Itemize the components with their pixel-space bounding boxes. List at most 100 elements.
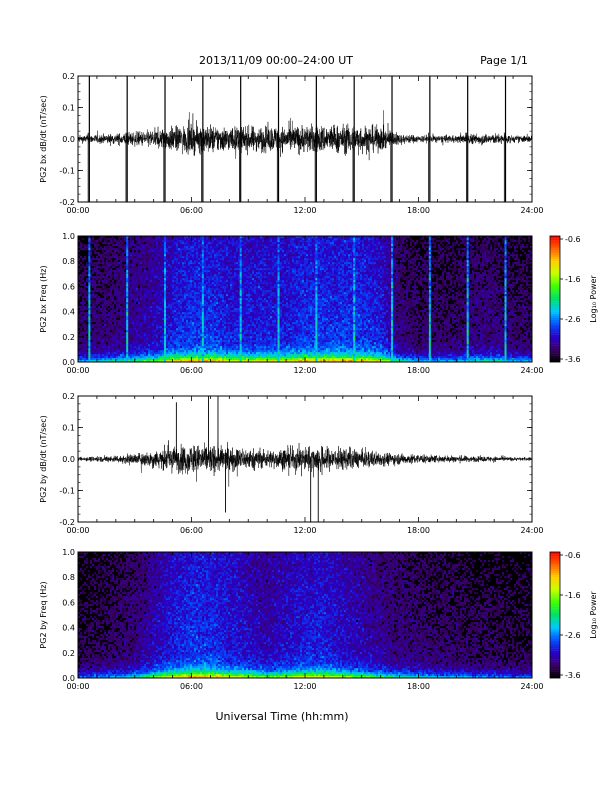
spectrogram-cell xyxy=(128,310,131,313)
spectrogram-cell xyxy=(120,344,123,347)
spectrogram-cell xyxy=(226,304,229,307)
spectrogram-cell xyxy=(190,254,193,257)
spectrogram-cell xyxy=(160,312,163,315)
spectrogram-cell xyxy=(84,342,87,345)
spectrogram-cell xyxy=(160,276,163,279)
spectrogram-cell xyxy=(122,298,125,301)
spectrogram-cell xyxy=(198,264,201,267)
spectrogram-cell xyxy=(228,320,231,323)
spectrogram-cell xyxy=(160,306,163,309)
spectrogram-cell xyxy=(136,298,139,301)
spectrogram-cell xyxy=(106,260,109,263)
spectrogram-cell xyxy=(174,278,177,281)
spectrogram-cell xyxy=(82,354,85,357)
spectrogram-cell xyxy=(124,338,127,341)
spectrogram-cell xyxy=(192,246,195,249)
spectrogram-cell xyxy=(116,290,119,293)
spectrogram-cell xyxy=(168,354,171,357)
spectrogram-cell xyxy=(114,356,117,359)
spectrogram-cell xyxy=(176,360,179,362)
spectrogram-cell xyxy=(108,338,111,341)
spectrogram-cell xyxy=(226,296,229,299)
spectrogram-cell xyxy=(78,324,81,327)
spectrogram-cell xyxy=(96,308,99,311)
spectrogram-cell xyxy=(118,248,121,251)
spectrogram-cell xyxy=(166,256,169,259)
spectrogram-cell xyxy=(124,310,127,313)
spectrogram-cell xyxy=(82,296,85,299)
spectrogram-cell xyxy=(208,316,211,319)
spectrogram-cell xyxy=(228,348,231,351)
spectrogram-cell xyxy=(148,282,151,285)
spectrogram-cell xyxy=(210,262,213,265)
spectrogram-cell xyxy=(114,310,117,313)
spectrogram-cell xyxy=(92,342,95,345)
spectrogram-cell xyxy=(172,306,175,309)
spectrogram-cell xyxy=(118,274,121,277)
spectrogram-cell xyxy=(96,320,99,323)
spectrogram-cell xyxy=(208,248,211,251)
spectrogram-cell xyxy=(236,242,239,245)
spectrogram-cell xyxy=(108,346,111,349)
spectrogram-cell xyxy=(150,304,153,307)
spectrogram-cell xyxy=(116,310,119,313)
spectrogram-cell xyxy=(234,248,237,251)
spectrogram-cell xyxy=(110,262,113,265)
spectrogram-cell xyxy=(132,360,135,362)
spectrogram-cell xyxy=(84,258,87,261)
spectrogram-cell xyxy=(182,332,185,335)
spectrogram-cell xyxy=(232,342,235,345)
spectrogram-cell xyxy=(140,346,143,349)
spectrogram-cell xyxy=(182,316,185,319)
spectrogram-cell xyxy=(134,338,137,341)
spectrogram-cell xyxy=(86,296,89,299)
spectrogram-cell xyxy=(118,300,121,303)
spectrogram-cell xyxy=(194,308,197,311)
spectrogram-cell xyxy=(230,300,233,303)
spectrogram-cell xyxy=(220,340,223,343)
spectrogram-cell xyxy=(218,322,221,325)
spectrogram-cell xyxy=(168,284,171,287)
spectrogram-cell xyxy=(220,294,223,297)
spectrogram-cell xyxy=(158,328,161,331)
spectrogram-cell xyxy=(230,256,233,259)
spectrogram-cell xyxy=(218,272,221,275)
spectrogram-cell xyxy=(216,322,219,325)
spectrogram-cell xyxy=(224,276,227,279)
spectrogram-cell xyxy=(148,274,151,277)
spectrogram-cell xyxy=(84,244,87,247)
spectrogram-cell xyxy=(158,358,161,361)
spectrogram-cell xyxy=(236,350,239,353)
spectrogram-cell xyxy=(142,322,145,325)
spectrogram-cell xyxy=(128,338,131,341)
spectrogram-cell xyxy=(234,254,237,257)
spectrogram-cell xyxy=(92,248,95,251)
spectrogram-cell xyxy=(96,322,99,325)
spectrogram-cell xyxy=(148,280,151,283)
spectrogram-cell xyxy=(182,306,185,309)
spectrogram-cell xyxy=(112,254,115,257)
spectrogram-cell xyxy=(96,278,99,281)
spectrogram-cell xyxy=(206,334,209,337)
spectrogram-cell xyxy=(188,250,191,253)
spectrogram-cell xyxy=(146,286,149,289)
spectrogram-cell xyxy=(228,278,231,281)
spectrogram-cell xyxy=(176,254,179,257)
spectrogram-cell xyxy=(232,312,235,315)
spectrogram-cell xyxy=(150,322,153,325)
spectrogram-cell xyxy=(104,310,107,313)
spectrogram-cell xyxy=(114,326,117,329)
spectrogram-cell xyxy=(204,272,207,275)
spectrogram-cell xyxy=(170,282,173,285)
spectrogram-cell xyxy=(188,360,191,362)
spectrogram-cell xyxy=(128,260,131,263)
spectrogram-cell xyxy=(172,332,175,335)
spectrogram-cell xyxy=(136,268,139,271)
spectrogram-cell xyxy=(198,260,201,263)
spectrogram-cell xyxy=(118,266,121,269)
spectrogram-cell xyxy=(184,296,187,299)
spectrogram-cell xyxy=(216,244,219,247)
spectrogram-cell xyxy=(222,320,225,323)
spectrogram-cell xyxy=(120,278,123,281)
spectrogram-cell xyxy=(192,284,195,287)
